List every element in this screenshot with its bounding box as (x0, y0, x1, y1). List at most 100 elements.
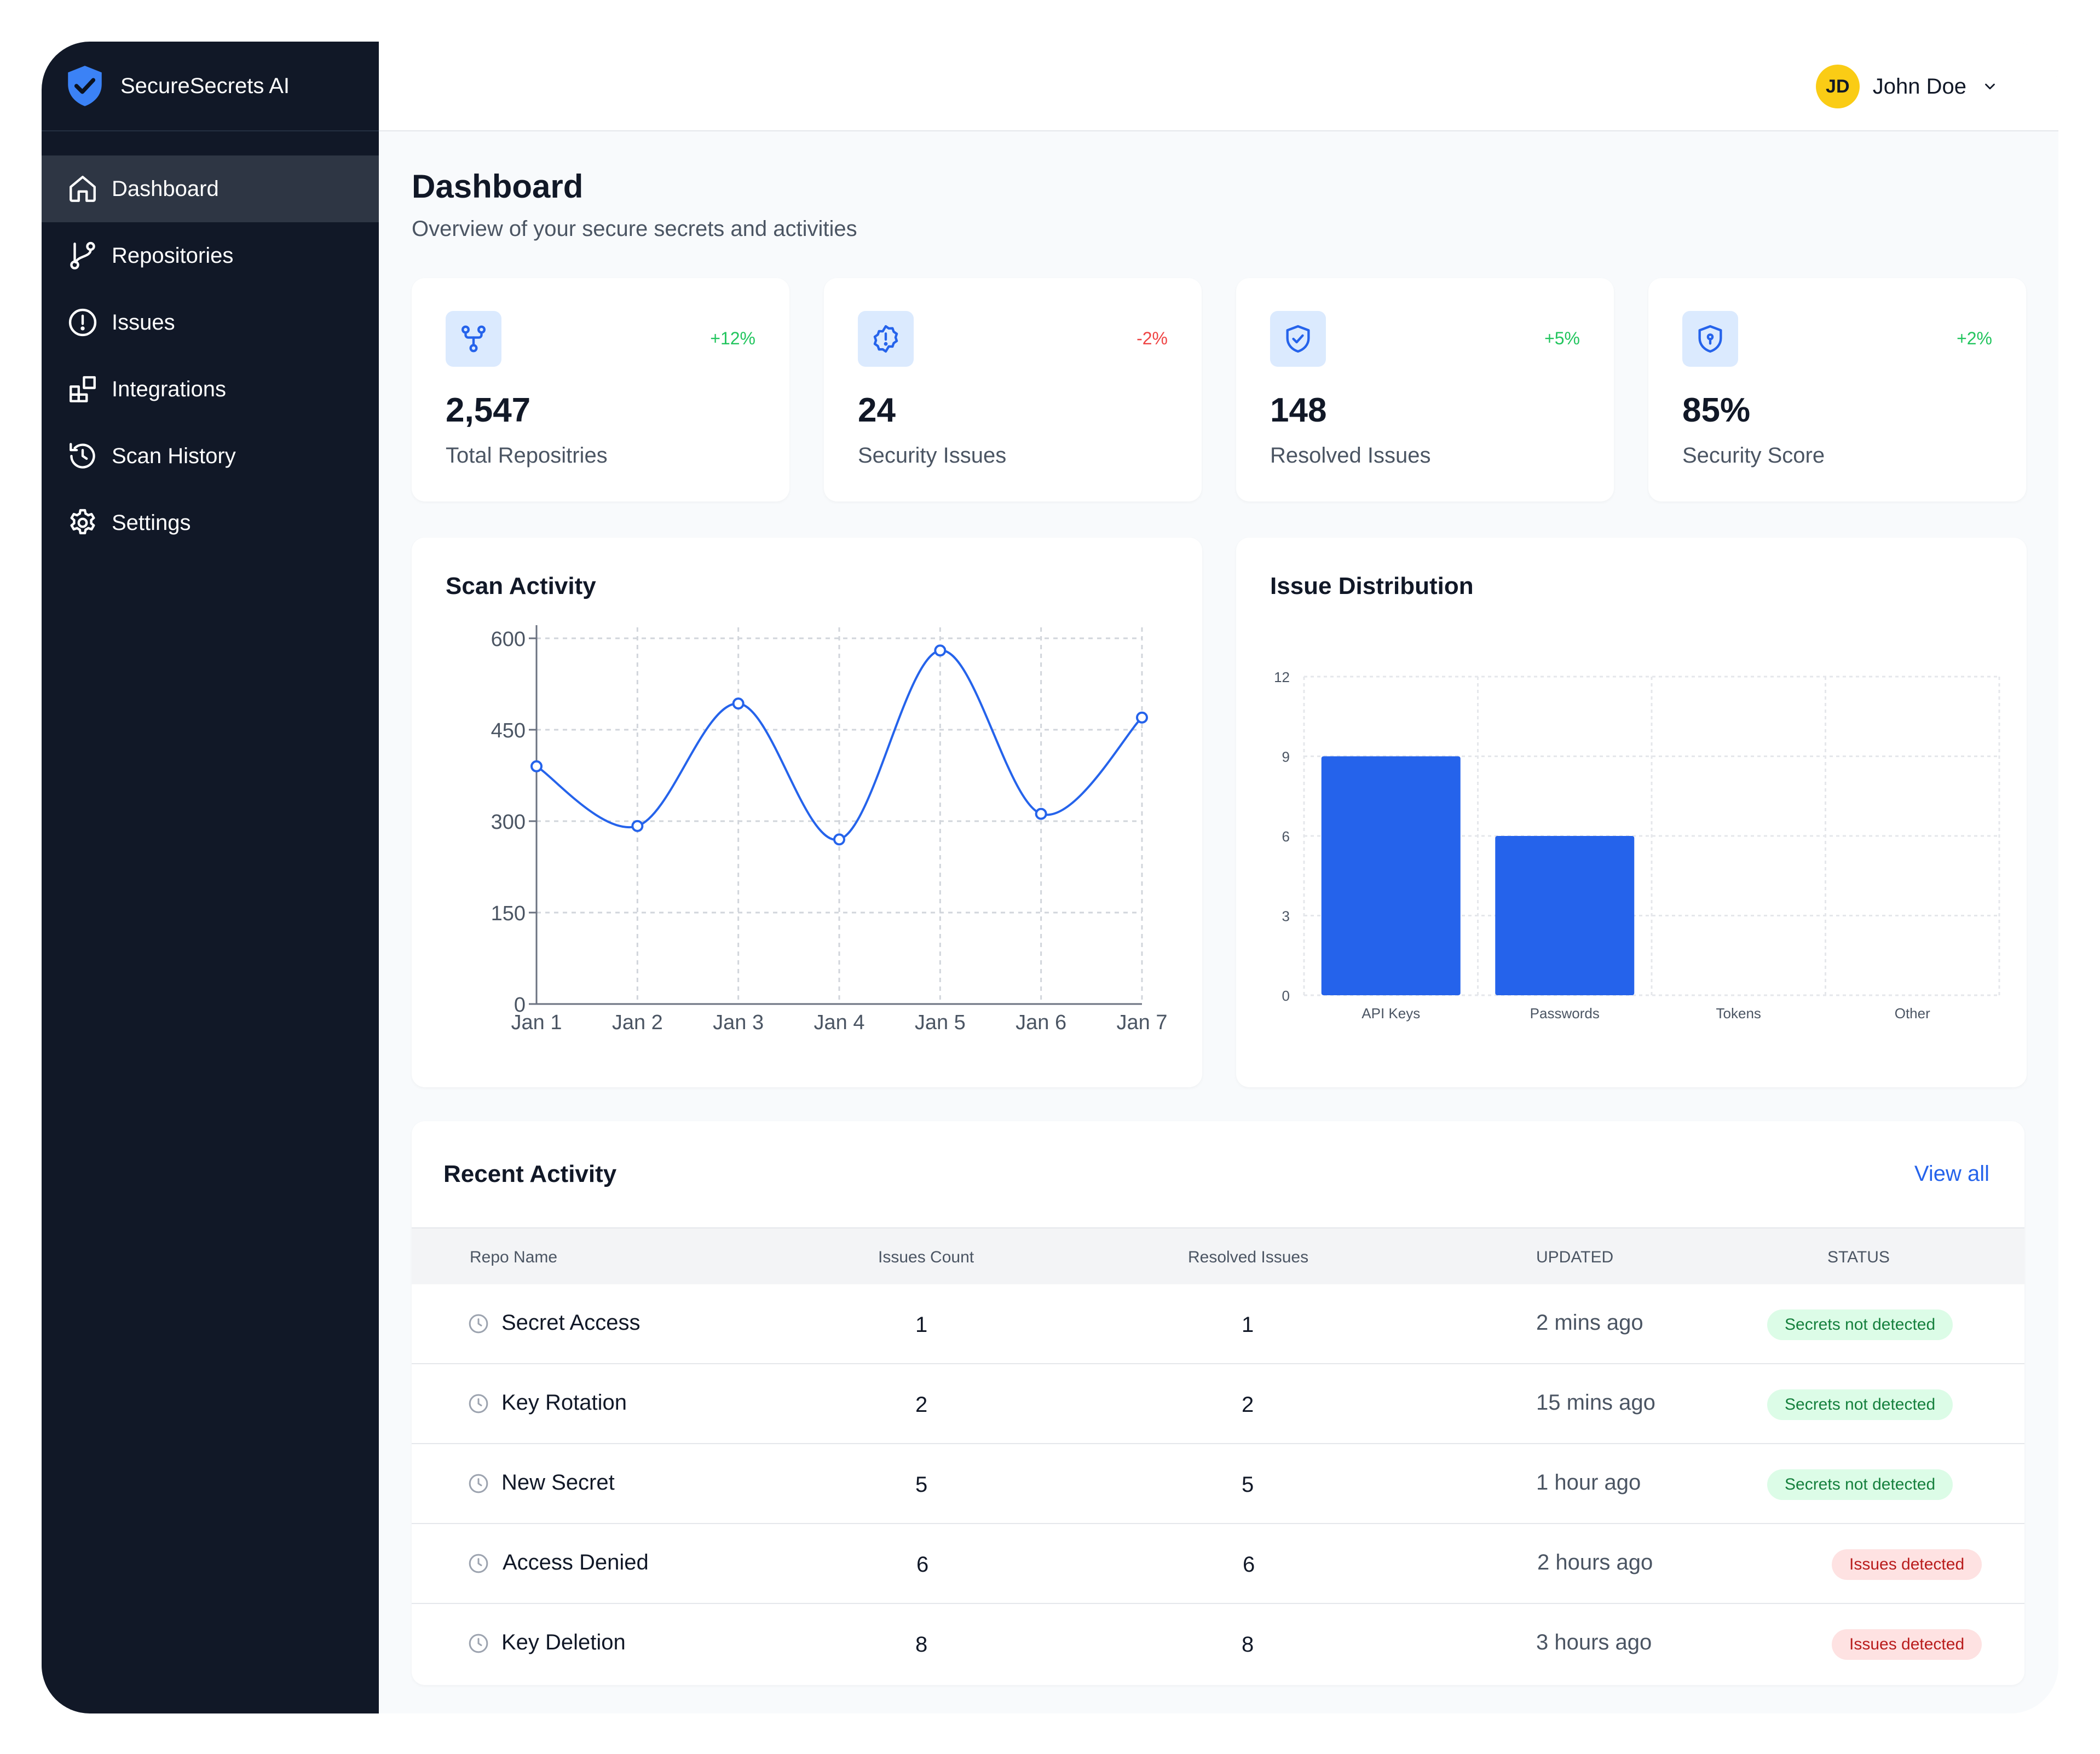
repo-name: Key Deletion (501, 1630, 626, 1654)
sidebar-item-label: Integrations (112, 377, 227, 401)
x-tick-label: Jan 7 (1117, 1011, 1168, 1034)
resolved-count: 8 (1242, 1632, 1254, 1657)
column-header[interactable]: Resolved Issues (1188, 1248, 1309, 1266)
git-branch-icon (70, 241, 95, 270)
x-tick-label: Tokens (1716, 1005, 1761, 1022)
clock-icon (469, 1554, 488, 1573)
data-point (1035, 807, 1047, 820)
sidebar-item-scan-history[interactable]: Scan History (42, 423, 379, 489)
data-point (934, 644, 947, 657)
brand-name: SecureSecrets AI (120, 73, 290, 98)
column-header[interactable]: Repo Name (470, 1248, 558, 1266)
status-badge: Secrets not detected (1767, 1469, 1953, 1500)
brand[interactable]: SecureSecrets AI (42, 42, 379, 131)
x-tick-label: Jan 6 (1016, 1011, 1066, 1034)
sidebar-item-dashboard[interactable]: Dashboard (42, 155, 379, 222)
table-row[interactable]: New Secret 5 5 1 hour ago Secrets not de… (412, 1444, 2024, 1524)
y-tick-label: 150 (491, 902, 526, 925)
column-header[interactable]: Issues Count (878, 1248, 974, 1266)
sidebar-item-label: Repositories (112, 243, 234, 268)
updated-time: 2 mins ago (1536, 1311, 1643, 1335)
stat-value: 24 (858, 391, 896, 429)
sidebar-item-integrations[interactable]: Integrations (42, 356, 379, 423)
home-icon (70, 176, 96, 202)
table-row[interactable]: Key Deletion 8 8 3 hours ago Issues dete… (412, 1604, 2024, 1684)
column-header[interactable]: STATUS (1827, 1248, 1890, 1266)
sidebar-item-label: Settings (112, 510, 191, 535)
gear-icon (70, 509, 95, 535)
status-badge: Issues detected (1832, 1629, 1982, 1660)
shield-logo-icon (68, 66, 102, 106)
data-point (530, 760, 543, 772)
stat-change: +12% (710, 328, 755, 348)
history-icon (70, 443, 95, 469)
table-row[interactable]: Secret Access 1 1 2 mins ago Secrets not… (412, 1284, 2024, 1364)
blocks-icon (70, 376, 96, 402)
issues-count: 1 (915, 1313, 928, 1337)
status-badge: Secrets not detected (1767, 1389, 1953, 1420)
updated-time: 1 hour ago (1536, 1470, 1641, 1495)
page-subtitle: Overview of your secure secrets and acti… (412, 217, 857, 241)
y-tick-label: 300 (491, 811, 526, 834)
clock-icon (469, 1474, 488, 1493)
data-point (1136, 711, 1148, 724)
y-tick-label: 0 (514, 994, 526, 1017)
updated-time: 3 hours ago (1536, 1630, 1652, 1654)
sidebar-item-repositories[interactable]: Repositories (42, 222, 379, 289)
view-all-link[interactable]: View all (1914, 1162, 1989, 1186)
issue-distribution-card: Issue Distribution 0 3 6 9 12 API Keys Passwor… (1236, 538, 2027, 1087)
sidebar-item-issues[interactable]: Issues (42, 289, 379, 356)
issues-count: 5 (915, 1473, 928, 1497)
x-tick-label: Other (1895, 1005, 1930, 1022)
sidebar-item-label: Scan History (112, 443, 236, 468)
x-tick-label: Jan 2 (612, 1011, 663, 1034)
data-point (631, 820, 644, 832)
stat-card-security-issues: -2% 24 Security Issues (824, 278, 1202, 501)
stat-value: 148 (1270, 391, 1327, 429)
alert-badge-icon (873, 325, 898, 353)
chart-title: Issue Distribution (1270, 573, 1474, 599)
sidebar-item-label: Dashboard (112, 176, 219, 201)
shield-check-icon (1286, 325, 1310, 353)
y-tick-label: 3 (1282, 908, 1290, 925)
user-menu[interactable]: JD John Doe (1815, 64, 1998, 109)
x-tick-label: Jan 3 (713, 1011, 764, 1034)
y-tick-label: 6 (1282, 828, 1290, 845)
bar (1495, 836, 1635, 995)
stat-label: Resolved Issues (1270, 443, 1431, 468)
updated-time: 2 hours ago (1537, 1550, 1653, 1574)
data-point (833, 833, 845, 846)
clock-icon (469, 1394, 488, 1413)
stat-card-resolved-issues: +5% 148 Resolved Issues (1236, 278, 1614, 501)
user-name: John Doe (1872, 74, 1966, 99)
alert-circle-icon (68, 308, 97, 337)
sidebar: SecureSecrets AI Dashboard Repositories (42, 42, 379, 1713)
section-title: Recent Activity (443, 1161, 617, 1187)
resolved-count: 5 (1242, 1473, 1254, 1497)
clock-icon (469, 1314, 488, 1334)
sidebar-item-settings[interactable]: Settings (42, 489, 379, 556)
sidebar-item-label: Issues (112, 310, 175, 334)
shield-keyhole-icon (1698, 325, 1722, 353)
x-tick-label: Passwords (1530, 1005, 1600, 1022)
repo-name: New Secret (501, 1470, 615, 1495)
y-tick-label: 450 (491, 719, 526, 742)
issues-count: 2 (915, 1393, 928, 1417)
repo-name: Access Denied (503, 1550, 649, 1574)
data-point (732, 697, 745, 710)
top-bar: JD John Doe (379, 42, 2058, 131)
table-row[interactable]: Access Denied 6 6 2 hours ago Issues det… (412, 1524, 2024, 1604)
table-row[interactable]: Key Rotation 2 2 15 mins ago Secrets not… (412, 1364, 2024, 1444)
recent-activity-card: Recent Activity View all Repo Name Issue… (412, 1121, 2024, 1685)
stat-change: +2% (1957, 328, 1992, 348)
resolved-count: 1 (1242, 1313, 1254, 1337)
y-tick-label: 12 (1274, 669, 1290, 685)
y-tick-label: 600 (491, 628, 526, 651)
updated-time: 15 mins ago (1536, 1390, 1655, 1415)
chevron-down-icon (1985, 83, 1995, 90)
clock-icon (469, 1634, 488, 1653)
stat-card-security-score: +2% 85% Security Score (1648, 278, 2026, 501)
column-header[interactable]: UPDATED (1536, 1248, 1614, 1266)
resolved-count: 2 (1242, 1393, 1254, 1417)
